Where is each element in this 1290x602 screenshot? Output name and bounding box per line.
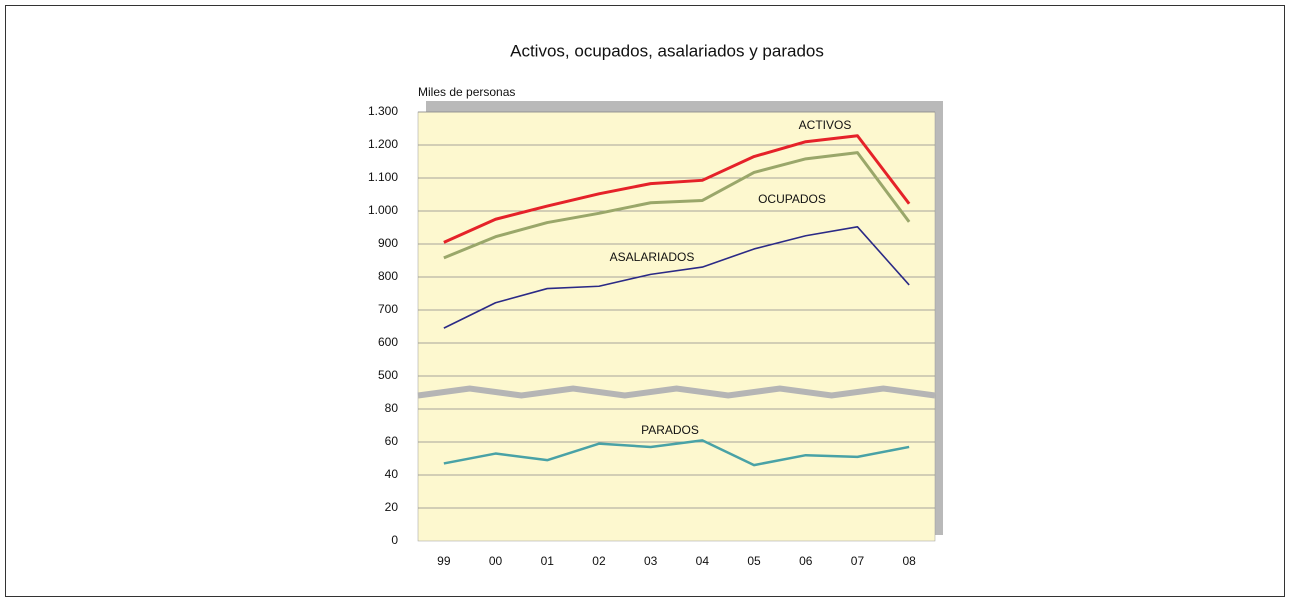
x-tick-label: 08 [902,554,916,568]
x-tick-label: 01 [541,554,555,568]
series-line [443,439,910,467]
series-line [443,134,911,244]
y-tick-label: 0 [391,533,398,547]
series-label: PARADOS [641,423,699,437]
x-tick-label: 03 [644,554,658,568]
x-tick-label: 00 [489,554,503,568]
series-line [443,226,910,329]
frame [5,5,1285,597]
x-tick-label: 02 [592,554,606,568]
y-tick-label: 1.000 [368,203,398,217]
x-tick-label: 07 [851,554,865,568]
y-axis-title: Miles de personas [418,85,515,99]
y-tick-label: 1.200 [368,137,398,151]
series-label: ASALARIADOS [610,250,695,264]
y-tick-label: 500 [378,368,398,382]
y-tick-label: 60 [385,434,399,448]
x-tick-label: 06 [799,554,813,568]
x-tick-label: 04 [696,554,710,568]
y-tick-label: 1.300 [368,104,398,118]
series-label: OCUPADOS [758,192,826,206]
y-tick-label: 700 [378,302,398,316]
axis-break [417,385,936,399]
series-label: ACTIVOS [799,118,852,132]
chart-title: Activos, ocupados, asalariados y parados [510,41,824,60]
series-line [443,151,911,260]
x-tick-label: 05 [747,554,761,568]
y-tick-label: 1.100 [368,170,398,184]
y-tick-label: 20 [385,500,399,514]
x-tick-label: 99 [437,554,451,568]
y-tick-label: 900 [378,236,398,250]
y-tick-label: 800 [378,269,398,283]
y-tick-label: 80 [385,401,399,415]
y-tick-label: 600 [378,335,398,349]
plot-area [417,111,936,542]
y-tick-label: 40 [385,467,399,481]
